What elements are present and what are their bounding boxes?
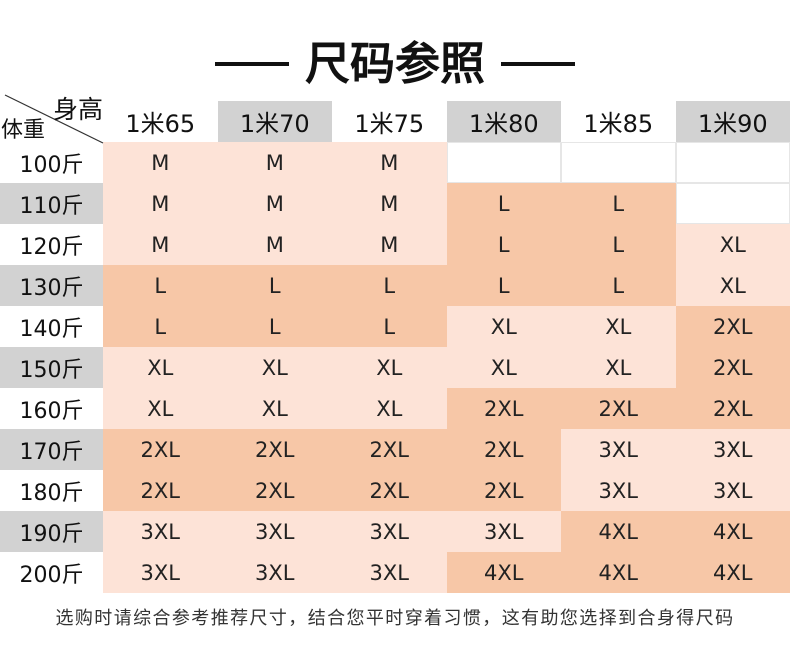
size-cell: XL: [217, 388, 332, 429]
height-column-header: 1米65: [125, 110, 196, 138]
size-cell: 2XL: [675, 347, 790, 388]
weight-row-header: 170斤: [0, 429, 103, 470]
size-cell: L: [332, 306, 447, 347]
size-cell: XL: [332, 388, 447, 429]
size-chart-table: 身高 体重 1米65 1米70 1米75 1米80 1米85 1米90 100斤…: [0, 94, 790, 593]
size-cell: L: [561, 183, 676, 224]
size-cell: 3XL: [675, 429, 790, 470]
weight-row-header: 140斤: [19, 316, 84, 342]
size-cell: M: [103, 183, 218, 224]
weight-row-header: 200斤: [19, 562, 84, 588]
size-cell: XL: [446, 306, 561, 347]
size-cell: 4XL: [446, 552, 561, 593]
size-cell: 2XL: [217, 470, 332, 511]
title-dash-left: [214, 62, 289, 66]
height-column-header: 1米90: [675, 101, 790, 142]
size-cell: 3XL: [675, 470, 790, 511]
size-cell: L: [561, 224, 676, 265]
page-title: 尺码参照: [304, 37, 485, 90]
size-cell: 2XL: [446, 429, 561, 470]
size-cell: M: [217, 142, 332, 183]
title-dash-right: [501, 62, 575, 66]
size-cell: M: [332, 224, 447, 265]
size-cell: 2XL: [103, 470, 218, 511]
height-column-header: 1米80: [446, 101, 561, 142]
size-cell: XL: [446, 347, 561, 388]
weight-row-header: 190斤: [0, 511, 103, 552]
size-cell: 3XL: [446, 511, 561, 552]
weight-row-header: 180斤: [19, 480, 84, 506]
size-cell: XL: [332, 347, 447, 388]
size-cell: L: [446, 224, 561, 265]
size-cell: XL: [103, 347, 218, 388]
weight-row-header: 110斤: [0, 183, 103, 224]
size-cell: 2XL: [332, 470, 447, 511]
corner-header-cell: 身高 体重: [0, 94, 104, 144]
size-cell: 3XL: [217, 511, 332, 552]
size-cell: [675, 142, 790, 183]
height-column-header: 1米85: [583, 110, 654, 138]
size-cell: [675, 183, 790, 224]
size-cell: XL: [561, 347, 676, 388]
size-cell: M: [103, 142, 218, 183]
size-cell: 2XL: [561, 388, 676, 429]
size-cell: L: [561, 265, 676, 306]
weight-row-header: 130斤: [0, 265, 103, 306]
size-cell: 4XL: [675, 511, 790, 552]
size-cell: XL: [675, 224, 790, 265]
size-cell: L: [217, 306, 332, 347]
size-cell: L: [103, 306, 218, 347]
size-cell: XL: [675, 265, 790, 306]
size-cell: 2XL: [217, 429, 332, 470]
height-column-header: 1米70: [217, 101, 332, 142]
size-cell: 3XL: [561, 470, 676, 511]
footer-note: 选购时请综合参考推荐尺寸，结合您平时穿着习惯，这有助您选择到合身得尺码: [55, 608, 735, 629]
size-cell: 3XL: [332, 511, 447, 552]
weight-row-header: 120斤: [19, 234, 84, 260]
size-cell: XL: [561, 306, 676, 347]
height-column-header: 1米75: [354, 110, 425, 138]
size-cell: L: [332, 265, 447, 306]
weight-row-header: 100斤: [19, 152, 84, 178]
size-cell: 4XL: [561, 552, 676, 593]
size-cell: XL: [103, 388, 218, 429]
size-cell: 3XL: [332, 552, 447, 593]
weight-axis-label: 体重: [1, 118, 46, 143]
diagonal-divider: [4, 94, 104, 144]
size-cell: [446, 142, 561, 183]
size-cell: L: [103, 265, 218, 306]
size-cell: 2XL: [675, 306, 790, 347]
size-cell: M: [103, 224, 218, 265]
size-cell: M: [217, 183, 332, 224]
size-cell: 2XL: [675, 388, 790, 429]
height-axis-label: 身高: [53, 95, 104, 124]
size-cell: 2XL: [446, 470, 561, 511]
size-cell: 3XL: [561, 429, 676, 470]
size-cell: M: [332, 142, 447, 183]
size-cell: 4XL: [675, 552, 790, 593]
size-cell: L: [217, 265, 332, 306]
size-cell: M: [217, 224, 332, 265]
size-cell: 2XL: [446, 388, 561, 429]
size-cell: L: [446, 183, 561, 224]
size-cell: 3XL: [217, 552, 332, 593]
weight-row-header: 150斤: [0, 347, 103, 388]
size-cell: 3XL: [103, 552, 218, 593]
size-cell: 4XL: [561, 511, 676, 552]
size-cell: L: [446, 265, 561, 306]
size-cell: M: [332, 183, 447, 224]
size-cell: XL: [217, 347, 332, 388]
size-cell: 2XL: [103, 429, 218, 470]
size-cell: 2XL: [332, 429, 447, 470]
weight-row-header: 160斤: [19, 398, 84, 424]
title-bar: 尺码参照: [0, 36, 790, 92]
size-cell: 3XL: [103, 511, 218, 552]
size-cell: [561, 142, 676, 183]
